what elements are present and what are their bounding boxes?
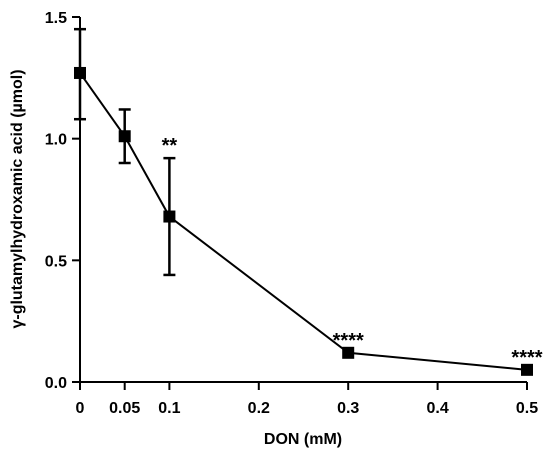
axes xyxy=(79,17,527,383)
data-point xyxy=(118,130,131,143)
x-tick-label: 0.3 xyxy=(337,400,359,417)
data-point xyxy=(74,66,86,79)
y-tick-label: 1.0 xyxy=(45,132,67,149)
data-point xyxy=(163,210,176,223)
significance-label: ** xyxy=(162,135,178,157)
significance-label: **** xyxy=(511,347,542,369)
x-tick-label: 0.4 xyxy=(426,400,448,417)
data-point xyxy=(342,346,355,359)
ticks: 0 0.05 0.1 0.2 0.3 0.4 0.5 0.0 0.5 1.0 1.5 xyxy=(45,10,538,417)
x-axis-title: DON (mM) xyxy=(264,431,342,448)
y-tick-label: 0.5 xyxy=(45,253,67,270)
data-point xyxy=(521,363,533,376)
y-tick-label: 0.0 xyxy=(45,375,67,392)
x-tick-label: 0.5 xyxy=(516,400,538,417)
significance-label: **** xyxy=(333,330,364,352)
x-tick-label: 0.2 xyxy=(248,400,270,417)
x-tick-label: 0 xyxy=(76,400,85,417)
y-axis-title: γ-glutamylhydroxamic acid (µmol) xyxy=(9,69,26,328)
y-tick-label: 1.5 xyxy=(45,10,67,27)
series: ********** xyxy=(74,27,543,376)
x-tick-label: 0.1 xyxy=(158,400,180,417)
series-line xyxy=(79,72,528,371)
x-tick-label: 0.05 xyxy=(109,400,140,417)
